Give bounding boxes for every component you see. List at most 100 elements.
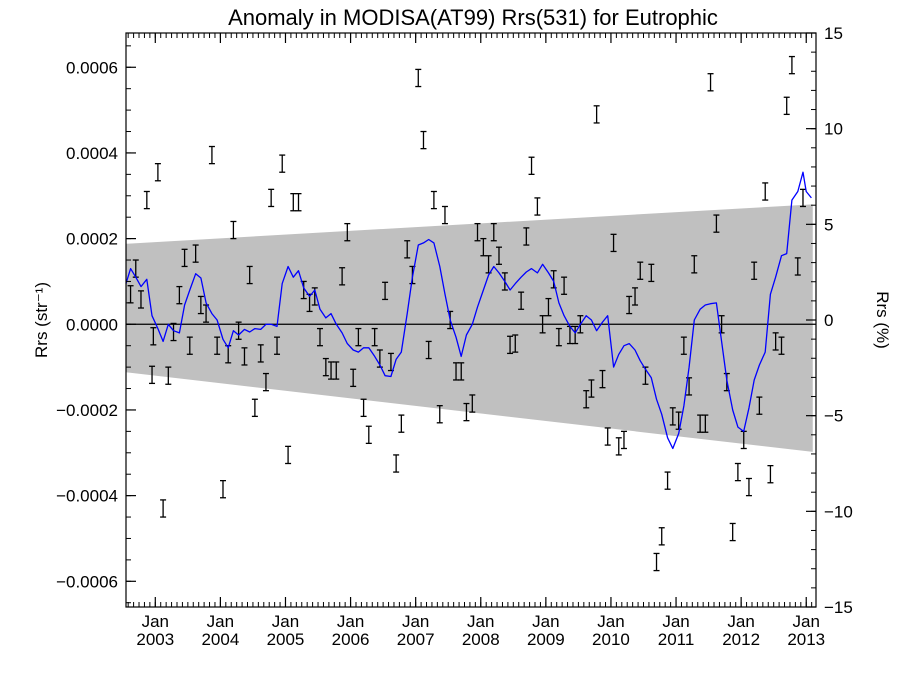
error-bar-point [528,156,535,176]
error-bar-point [545,297,552,317]
y2-tick-label: 0 [824,311,833,330]
y-tick-label: 0.0006 [66,58,118,77]
error-bar-point [441,205,448,225]
error-bar-point [257,344,264,363]
error-bar-point [365,425,372,445]
error-bar-point [702,414,709,433]
x-tick-year: 2009 [527,630,565,649]
confidence-band [126,204,813,452]
error-bar-point [415,68,422,88]
error-bar-point [610,233,617,253]
error-bar-point [729,522,736,542]
error-bar-point [235,321,242,340]
x-tick-month: Jan [662,612,689,631]
error-bar-point [420,130,427,150]
error-bar-point [262,372,269,392]
x-tick-year: 2006 [332,630,370,649]
y2-axis-label: Rrs (%) [873,291,892,349]
error-bar-point [268,188,275,208]
x-tick-month: Jan [793,612,820,631]
error-bar-point [404,240,411,259]
error-bar-point [555,327,562,347]
error-bar-point [344,222,351,242]
error-bar-point [279,154,286,173]
error-bar-point [713,214,720,233]
error-bar-point [436,405,443,424]
error-bar-point [495,246,502,265]
error-bar-point [490,222,497,242]
error-bar-point [143,190,150,210]
error-bar-point [680,336,687,355]
chart-title: Anomaly in MODISA(AT99) Rrs(531) for Eut… [228,5,718,30]
x-tick-month: Jan [597,612,624,631]
y2-tick-label: −10 [824,502,853,521]
error-bar-point [463,402,470,422]
y-tick-label: −0.0004 [56,487,118,506]
error-bar-point [658,527,665,546]
error-bar-point [186,336,193,355]
error-bar-point [593,105,600,124]
error-bar-point [350,368,357,388]
error-bar-point [430,190,437,210]
error-bar-point [675,411,682,430]
error-bar-point [534,197,541,216]
error-bar-point [572,325,579,345]
x-tick-month: Jan [467,612,494,631]
error-bar-point [794,257,801,276]
y-tick-label: −0.0002 [56,401,118,420]
error-bar-point [615,437,622,456]
error-bar-point [474,222,481,242]
x-tick-year: 2004 [201,630,239,649]
error-bar-point [599,369,606,389]
y2-tick-label: −5 [824,407,843,426]
error-bar-point [691,255,698,274]
error-bar-point [469,394,476,413]
anomaly-series-line [125,171,812,450]
error-bar-point [165,366,172,385]
error-bar-point [583,390,590,409]
x-tick-month: Jan [337,612,364,631]
error-bar-point [285,445,292,465]
error-bar-point [208,145,215,165]
error-bar-point [393,454,400,473]
error-bar-point [371,327,378,347]
error-bar-point [518,291,525,310]
error-bar-point [149,365,156,385]
x-tick-month: Jan [272,612,299,631]
x-tick-month: Jan [207,612,234,631]
error-bar-point [799,188,806,208]
error-bar-point [734,462,741,482]
y2-tick-label: 15 [824,24,843,43]
error-bar-point [507,335,514,355]
error-bar-point [762,182,769,201]
error-bar-point [246,265,253,285]
error-bar-point [290,192,297,212]
y2-tick-label: 10 [824,120,843,139]
error-bar-point [772,332,779,351]
error-bar-point [339,267,346,286]
error-bar-point [274,336,281,355]
error-bar-point [154,162,161,182]
error-bar-point [425,340,432,360]
error-bar-point [322,357,329,377]
error-bar-point [767,464,774,484]
x-tick-year: 2010 [592,630,630,649]
error-bar-point [632,287,639,306]
error-bar-point [788,55,795,75]
x-tick-year: 2012 [722,630,760,649]
error-bar-point [512,334,519,353]
error-bar-point [756,396,763,415]
y-tick-label: 0.0002 [66,230,118,249]
error-bar-point [626,295,633,315]
error-bar-point [150,327,157,346]
x-tick-year: 2007 [397,630,435,649]
error-bar-point [214,336,221,355]
x-tick-year: 2013 [787,630,825,649]
error-bar-point [176,285,183,305]
x-tick-year: 2011 [658,630,695,649]
error-bar-point [697,414,704,433]
y-tick-label: −0.0006 [56,572,118,591]
error-bar-point [778,336,785,355]
error-bar-point [251,398,258,418]
error-bar-point [181,248,188,268]
